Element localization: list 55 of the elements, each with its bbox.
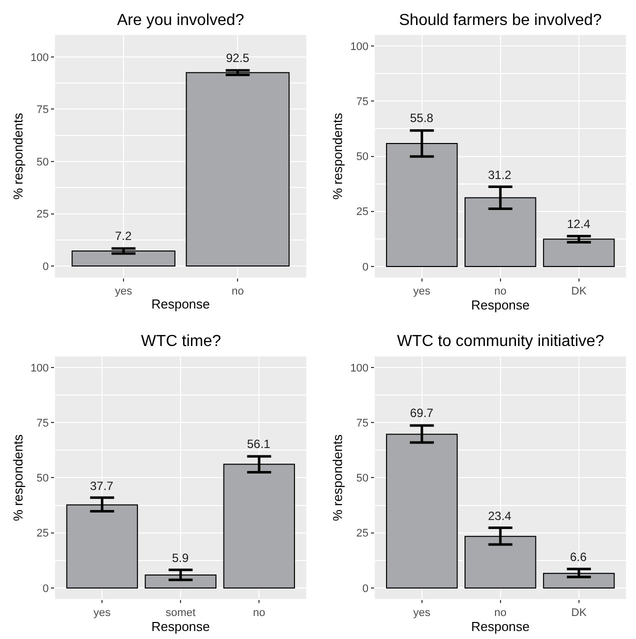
y-tick-label: 50 [36, 156, 49, 168]
y-axis-title: % respondents [10, 434, 26, 522]
bar [543, 238, 615, 267]
y-axis-title: % respondents [10, 112, 26, 200]
y-tick-label: 75 [36, 104, 49, 116]
y-tick-label: 25 [356, 528, 369, 540]
y-tick-label: 75 [356, 96, 369, 108]
y-tick-label: 0 [42, 582, 49, 595]
y-tick-label: 25 [356, 206, 369, 218]
x-tick-label: somet [166, 607, 196, 620]
y-tick-label: 100 [350, 40, 369, 53]
y-tick-label: 25 [36, 528, 49, 540]
y-tick-label: 75 [356, 417, 369, 430]
chart-title: Are you involved? [117, 12, 244, 29]
x-tick-label: yes [413, 607, 431, 620]
y-tick-label: 50 [356, 151, 369, 164]
x-axis-title: Response [151, 619, 210, 634]
x-tick-label: DK [571, 607, 588, 620]
x-tick-label: yes [114, 286, 133, 298]
data-label: 31.2 [488, 168, 512, 182]
x-tick-label: no [494, 607, 507, 620]
x-tick-label: no [494, 286, 507, 298]
chart-title: Should farmers be involved? [399, 12, 602, 29]
x-axis-title: Response [151, 296, 210, 312]
data-label: 7.2 [115, 229, 132, 243]
x-tick-label: yes [413, 286, 431, 298]
data-label: 6.6 [570, 550, 588, 564]
chart-title: WTC time? [141, 333, 222, 350]
x-tick-label: no [253, 607, 266, 620]
y-tick-label: 0 [362, 261, 369, 274]
y-tick-label: 25 [36, 208, 49, 221]
chart-title: WTC to community initiative? [397, 333, 604, 350]
y-tick-label: 100 [350, 362, 369, 374]
y-tick-label: 50 [356, 472, 369, 485]
x-tick-label: yes [94, 607, 112, 620]
x-axis-title: Response [471, 619, 530, 634]
y-tick-label: 75 [36, 417, 49, 430]
data-label: 56.1 [247, 437, 271, 451]
x-tick-label: no [232, 286, 244, 298]
data-label: 5.9 [172, 551, 190, 565]
y-axis-title: % respondents [330, 434, 346, 522]
data-label: 55.8 [410, 111, 434, 125]
data-label: 12.4 [567, 217, 591, 231]
x-tick-label: DK [571, 286, 588, 298]
y-tick-label: 0 [42, 260, 49, 273]
data-label: 69.7 [410, 406, 434, 420]
y-axis-title: % respondents [330, 112, 346, 200]
y-tick-label: 100 [30, 52, 49, 64]
data-label: 23.4 [488, 509, 512, 523]
y-tick-label: 100 [30, 362, 49, 374]
y-tick-label: 50 [36, 472, 49, 485]
y-tick-label: 0 [362, 582, 369, 595]
data-label: 92.5 [226, 51, 250, 65]
x-axis-title: Response [471, 298, 530, 313]
data-label: 37.7 [90, 479, 114, 493]
